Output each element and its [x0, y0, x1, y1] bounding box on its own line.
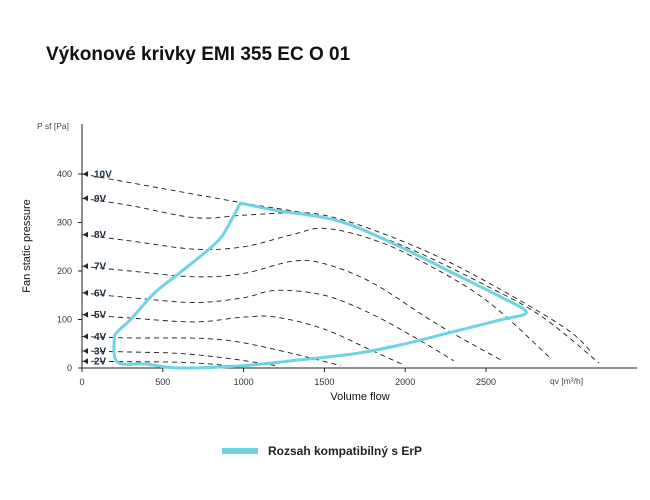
series-line-5V: [81, 314, 406, 367]
series-label-6V: 6V: [94, 288, 107, 299]
series-marker-4V: [83, 333, 88, 340]
series-label-3V: 3V: [94, 347, 107, 358]
x-tick-label: 1500: [314, 377, 334, 387]
series-label-8V: 8V: [94, 230, 107, 241]
series-line-7V: [81, 259, 503, 362]
series-label-10V: 10V: [94, 170, 112, 181]
erp-region-group: [112, 201, 528, 370]
series-group: [81, 173, 600, 367]
series-marker-2V: [83, 358, 88, 365]
series-line-2V: [81, 360, 236, 367]
series-marker-5V: [83, 311, 88, 318]
series-line-6V: [81, 289, 454, 362]
legend: Rozsah kompatibilný s ErP: [222, 444, 422, 458]
series-marker-6V: [83, 289, 88, 296]
x-tick-label: 1000: [234, 377, 254, 387]
chart-title: Výkonové krivky EMI 355 EC O 01: [46, 44, 351, 65]
legend-swatch: [222, 448, 258, 454]
y-axis-label: Fan static pressure: [21, 199, 33, 293]
series-label-2V: 2V: [94, 357, 107, 368]
series-marker-7V: [83, 263, 88, 270]
erp-region-outline: [112, 201, 528, 370]
series-label-9V: 9V: [94, 194, 107, 205]
series-line-3V: [81, 350, 276, 367]
y-tick-label: 0: [67, 363, 72, 373]
x-tick-label: 2000: [395, 377, 415, 387]
x-unit-label: qv [m³/h]: [550, 376, 583, 386]
legend-label: Rozsah kompatibilný s ErP: [268, 444, 423, 458]
series-line-9V: [81, 197, 594, 354]
y-tick-label: 100: [57, 315, 72, 325]
axes: 0 100 200 300 400 0 500 1000 1500 2000 2500 P sf [P…: [21, 121, 637, 403]
series-marker-9V: [83, 195, 88, 202]
series-label-4V: 4V: [94, 332, 107, 343]
series-label-7V: 7V: [94, 262, 107, 273]
x-axis-label: Volume flow: [330, 391, 389, 403]
x-tick-label: 2500: [476, 377, 496, 387]
y-unit-label: P sf [Pa]: [37, 121, 69, 131]
y-tick-label: 400: [57, 169, 72, 179]
series-marker-8V: [83, 231, 88, 238]
y-tick-label: 200: [57, 266, 72, 276]
y-tick-label: 300: [57, 218, 72, 228]
series-marker-3V: [83, 348, 88, 355]
x-tick-label: 0: [79, 377, 84, 387]
series-label-5V: 5V: [94, 310, 107, 321]
series-line-4V: [81, 336, 341, 367]
series-line-8V: [81, 227, 551, 359]
series-marker-10V: [83, 171, 88, 177]
x-tick-label: 500: [155, 377, 170, 387]
